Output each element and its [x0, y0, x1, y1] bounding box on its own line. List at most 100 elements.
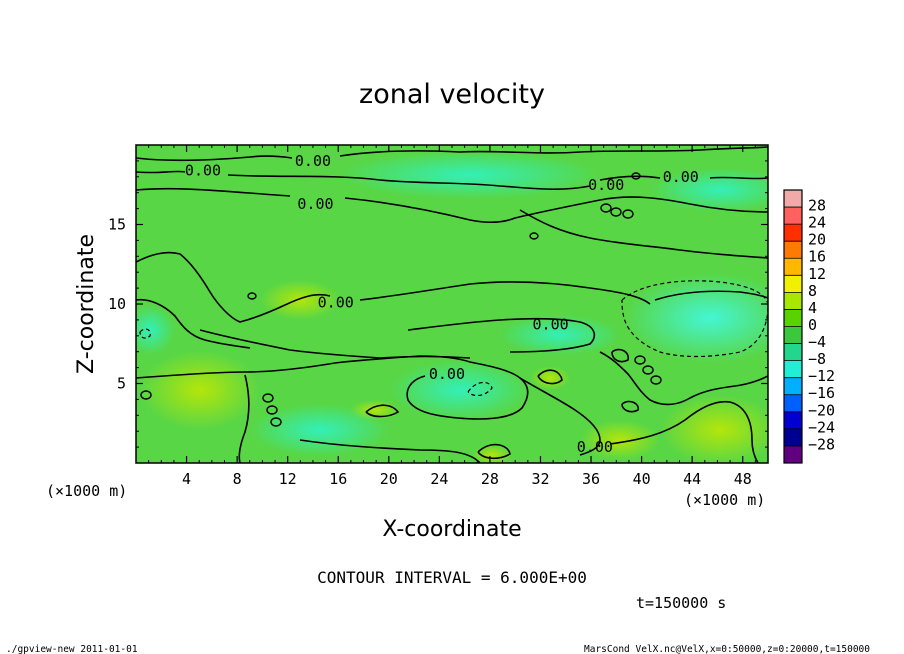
field-blob-negative — [136, 305, 175, 355]
x-tick-label: 28 — [481, 470, 499, 488]
colorbar-swatch — [784, 445, 802, 464]
contour-line-dashed — [467, 381, 493, 397]
contour-line — [136, 187, 291, 197]
contour-loop — [650, 375, 662, 385]
contour-line — [136, 170, 186, 174]
contour-value-label: 0.00 — [663, 168, 699, 186]
contour-loop — [266, 405, 278, 415]
contour-line — [136, 155, 293, 162]
y-tick-label: 5 — [117, 375, 126, 393]
contour-line-dashed — [139, 328, 151, 339]
contour-value-label: 0.00 — [318, 293, 354, 311]
colorbar-swatch — [784, 309, 802, 327]
y-tick-label: 15 — [108, 216, 126, 234]
field-blob-negative — [625, 273, 768, 363]
field-blob-positive — [260, 280, 340, 320]
colorbar-swatch — [784, 258, 802, 276]
y-tick-label: 10 — [108, 295, 126, 313]
contour-line — [654, 290, 768, 301]
colorbar-label: 20 — [808, 231, 826, 249]
chart-title: zonal velocity — [359, 79, 545, 110]
contour-line — [611, 348, 630, 363]
contour-line — [136, 298, 251, 349]
colorbar-swatch — [784, 394, 802, 413]
contour-line — [519, 377, 601, 456]
y-axis-ticks: 5 10 15 — [108, 160, 768, 448]
contour-line — [227, 174, 591, 190]
contour-labels: 0.00 0.00 0.00 0.00 0.00 0.00 0.00 0.00 0.00 — [185, 152, 699, 456]
colorbar-label: 8 — [808, 282, 817, 300]
contour-loop — [270, 417, 282, 427]
colorbar-swatch — [784, 275, 802, 293]
contour-loop — [262, 393, 274, 403]
contour-value-label: 0.00 — [577, 438, 613, 456]
colorbar-label: 4 — [808, 299, 817, 317]
x-tick-label: 48 — [734, 470, 752, 488]
contour-line — [709, 176, 768, 180]
contour-line — [537, 369, 563, 385]
contour-value-label: 0.00 — [295, 152, 331, 170]
colorbar-label: 12 — [808, 265, 826, 283]
footer-right: MarsCond_VelX.nc@VelX,x=0:50000,z=0:2000… — [584, 644, 870, 654]
time-label: t=150000 s — [636, 594, 726, 612]
contour-line — [407, 317, 596, 353]
field-blob-negative — [340, 151, 600, 199]
contour-loop — [622, 209, 634, 219]
field-blob-positive — [660, 395, 768, 463]
colorbar-swatch — [784, 411, 802, 430]
contour-loop — [247, 292, 257, 300]
field-blob-positive — [530, 366, 570, 390]
x-tick-label: 20 — [380, 470, 398, 488]
colorbar-swatch — [784, 377, 802, 396]
contour-line — [519, 209, 768, 259]
x-axis-ticks: 4 8 12 16 20 24 28 32 36 40 44 48 — [148, 145, 756, 488]
contour-line — [599, 351, 768, 406]
colorbar-label: −16 — [808, 384, 835, 402]
contour-line — [136, 355, 529, 420]
contour-loop — [529, 232, 539, 240]
colorbar-label: 0 — [808, 316, 817, 334]
contour-value-label: 0.00 — [533, 316, 569, 334]
x-tick-label: 24 — [430, 470, 448, 488]
colorbar-swatch — [784, 224, 802, 242]
colorbar-label: 28 — [808, 197, 826, 215]
x-tick-label: 32 — [531, 470, 549, 488]
y-axis-label: Z-coordinate — [74, 234, 99, 374]
colorbar-swatch — [784, 207, 802, 225]
x-tick-label: 12 — [279, 470, 297, 488]
colorbar-swatch — [784, 428, 802, 447]
contour-line — [477, 443, 511, 460]
x-axis-label: X-coordinate — [382, 517, 521, 542]
negative-contours — [139, 280, 768, 397]
colorbar-label: −8 — [808, 350, 826, 368]
field-blob-positive — [580, 420, 660, 460]
contour-interval-text: CONTOUR INTERVAL = 6.000E+00 — [317, 568, 587, 587]
contour-loop — [631, 172, 641, 180]
colorbar-label: −24 — [808, 418, 835, 436]
contour-line — [359, 281, 651, 305]
colorbar-label: −20 — [808, 401, 835, 419]
x-tick-label: 8 — [233, 470, 242, 488]
contour-value-label: 0.00 — [429, 365, 465, 383]
zero-contours — [136, 146, 768, 463]
field-blob-negative — [250, 404, 390, 456]
field-blob-negative — [650, 168, 768, 212]
contour-value-label: 0.00 — [297, 195, 333, 213]
contour-loop — [140, 390, 152, 400]
z-unit-label: (×1000 m) — [46, 482, 127, 500]
colorbar-label: −4 — [808, 333, 826, 351]
contour-line — [339, 146, 768, 157]
contour-loop — [600, 203, 612, 213]
field-blob-negative — [390, 360, 530, 420]
x-tick-label: 40 — [633, 470, 651, 488]
colorbar-swatch — [784, 343, 802, 362]
contour-line — [136, 251, 331, 323]
contour-line — [199, 329, 471, 359]
contour-line — [621, 400, 640, 413]
contour-line — [299, 439, 481, 463]
colorbar-label: −12 — [808, 367, 835, 385]
contour-line — [599, 175, 661, 181]
colorbar-swatch — [784, 360, 802, 379]
